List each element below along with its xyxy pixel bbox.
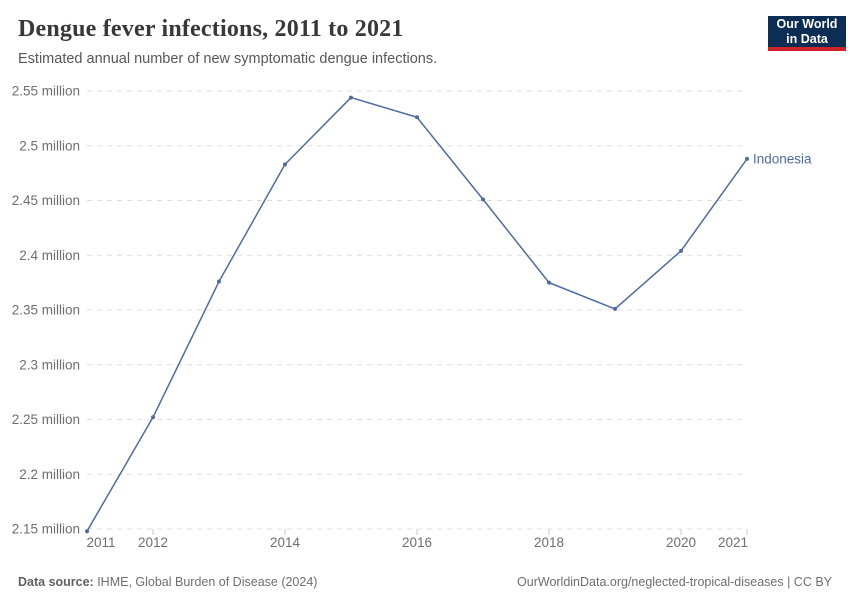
chart-subtitle: Estimated annual number of new symptomat… — [18, 50, 438, 67]
data-source-value: IHME, Global Burden of Disease (2024) — [93, 575, 318, 589]
x-axis-tick-label: 2018 — [534, 535, 564, 550]
data-point — [85, 529, 89, 534]
data-source: Data source: IHME, Global Burden of Dise… — [18, 575, 317, 589]
line-chart-plot: 2.15 million 2.2 million 2.25 million 2.3 m… — [12, 84, 812, 551]
x-axis-tick-label: 2012 — [138, 535, 168, 550]
y-axis-tick-label: 2.25 million — [12, 412, 80, 427]
x-axis-tick-label: 2011 — [86, 535, 115, 550]
chart-title: Dengue fever infections, 2011 to 2021 — [18, 16, 404, 42]
y-axis-tick-label: 2.55 million — [12, 84, 80, 99]
y-axis-tick-label: 2.45 million — [12, 193, 80, 208]
series-label-indonesia[interactable]: Indonesia — [753, 151, 812, 166]
data-source-label: Data source: — [18, 575, 94, 589]
data-point — [547, 280, 551, 285]
logo-line-2: in Data — [786, 31, 828, 46]
y-axis-tick-label: 2.4 million — [19, 248, 80, 263]
chart-header: Dengue fever infections, 2011 to 2021 Es… — [0, 0, 850, 80]
y-axis-tick-label: 2.5 million — [19, 138, 80, 153]
attribution-link[interactable]: OurWorldinData.org/neglected-tropical-di… — [517, 575, 832, 589]
data-point — [745, 156, 749, 161]
chart-footer: Data source: IHME, Global Burden of Dise… — [18, 575, 832, 589]
y-axis-tick-label: 2.35 million — [12, 303, 80, 318]
data-point — [415, 115, 419, 120]
x-axis-tick-label: 2020 — [666, 535, 696, 550]
owid-logo[interactable]: Our World in Data — [768, 16, 846, 51]
data-point — [217, 279, 221, 284]
x-axis-tick-label: 2014 — [270, 535, 301, 550]
data-point — [481, 197, 485, 202]
y-axis-tick-label: 2.2 million — [19, 467, 80, 482]
data-point — [151, 415, 155, 420]
data-point — [613, 306, 617, 311]
data-point — [679, 248, 683, 253]
data-point — [349, 95, 353, 100]
data-point — [283, 162, 287, 167]
y-axis-tick-label: 2.15 million — [12, 522, 80, 537]
logo-line-1: Our World — [776, 17, 838, 31]
x-axis-tick-label: 2016 — [402, 535, 432, 550]
y-axis-tick-label: 2.3 million — [19, 357, 80, 372]
series-line-indonesia — [86, 96, 748, 532]
x-axis-tick-label: 2021 — [718, 535, 748, 550]
